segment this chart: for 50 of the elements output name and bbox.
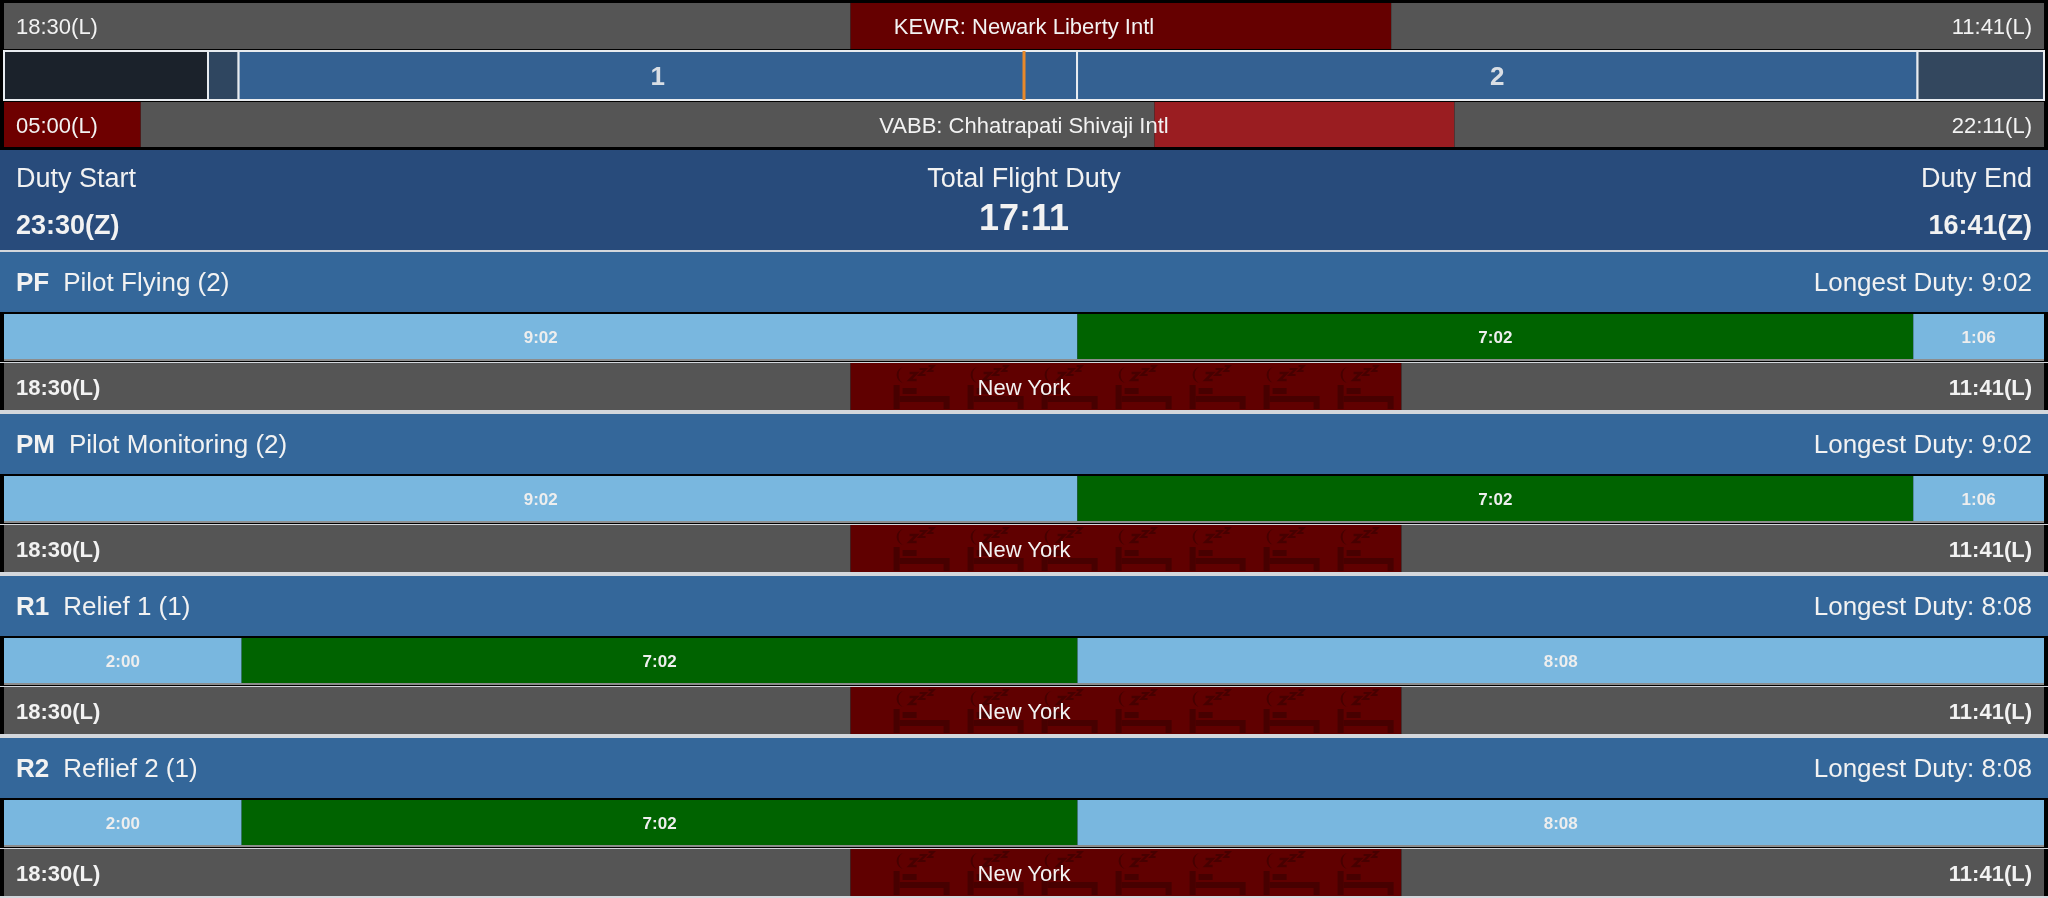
data-label: 8:08 (1543, 652, 1578, 671)
annotation: 18:30(L) (16, 374, 101, 400)
annotation: 11:41(L) (1948, 698, 2032, 724)
annotation: 22:11(L) (1951, 112, 2032, 138)
annotation: 11:41(L) (1948, 374, 2032, 400)
annotation: 11:41(L) (1948, 536, 2032, 562)
chart-title: PM (16, 429, 55, 459)
annotation: New York (977, 536, 1072, 562)
chart-title: R1 (16, 591, 50, 621)
annotation: 11:41(L) (1948, 860, 2032, 886)
data-label: 2:00 (105, 814, 140, 833)
annotation: 18:30(L) (16, 14, 98, 39)
chart-title: PF (16, 267, 50, 297)
text: Longest Duty: 8:08 (1813, 753, 2032, 783)
annotation: 18:30(L) (16, 698, 101, 724)
data-label: 9:02 (523, 490, 558, 509)
chart-subtitle: Relief 1 (1) (63, 591, 191, 621)
series-label: 2 (1490, 60, 1505, 91)
data-label: 1:06 (1961, 490, 1996, 509)
text: Duty End (1920, 163, 2032, 193)
text: 16:41(Z) (1928, 210, 2032, 240)
text: 23:30(Z) (16, 210, 120, 240)
chart-subtitle: Reflief 2 (1) (63, 753, 198, 783)
data-label: 8:08 (1543, 814, 1578, 833)
data-label: 2:00 (105, 652, 140, 671)
data-label: 1:06 (1961, 328, 1996, 347)
data-label: 9:02 (523, 328, 558, 347)
data-label: 7:02 (1478, 490, 1513, 509)
data-label: 7:02 (1478, 328, 1513, 347)
data-label: 7:02 (642, 814, 677, 833)
text: Duty Start (16, 163, 137, 193)
text: Longest Duty: 9:02 (1813, 429, 2032, 459)
annotation: New York (977, 860, 1072, 886)
text: 17:11 (978, 197, 1070, 238)
annotation: New York (977, 374, 1072, 400)
annotation: 18:30(L) (16, 860, 101, 886)
annotation: VABB: Chhatrapati Shivaji Intl (879, 112, 1169, 138)
annotation: 05:00(L) (16, 112, 98, 138)
text: Total Flight Duty (927, 163, 1122, 193)
annotation: KEWR: Newark Liberty Intl (893, 14, 1155, 39)
series-label: 1 (650, 60, 666, 91)
text: Longest Duty: 8:08 (1813, 591, 2032, 621)
annotation: New York (977, 698, 1072, 724)
chart-subtitle: Pilot Monitoring (2) (69, 429, 288, 459)
chart-title: R2 (16, 753, 50, 783)
annotation: 18:30(L) (16, 536, 101, 562)
chart-subtitle: Pilot Flying (2) (63, 267, 230, 297)
annotation: 11:41(L) (1951, 14, 2032, 39)
text: Longest Duty: 9:02 (1813, 267, 2032, 297)
data-label: 7:02 (642, 652, 677, 671)
